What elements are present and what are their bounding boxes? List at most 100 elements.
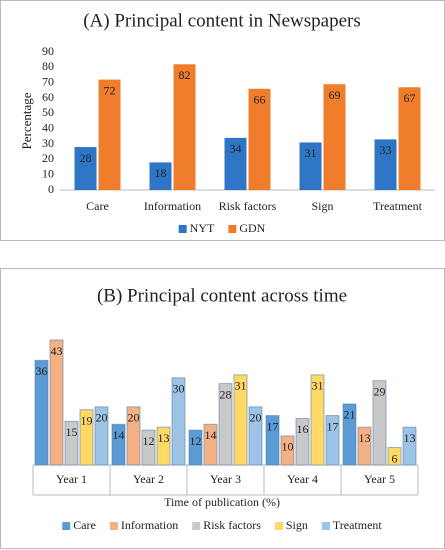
legend-swatch — [62, 522, 71, 530]
legend-swatch — [228, 225, 237, 233]
bar — [398, 87, 421, 190]
y-tick-label: 60 — [42, 90, 54, 104]
x-tick-label: Year 5 — [364, 472, 395, 486]
bar — [49, 339, 64, 466]
data-label: 69 — [329, 88, 341, 102]
data-label: 15 — [66, 425, 78, 439]
data-label: 16 — [297, 422, 309, 436]
data-label: 19 — [81, 414, 93, 428]
bar — [325, 415, 340, 466]
data-label: 66 — [254, 93, 266, 107]
data-label: 20 — [250, 411, 262, 425]
data-label: 14 — [205, 428, 217, 442]
bar — [98, 79, 121, 190]
bar — [126, 406, 141, 466]
data-label: 17 — [267, 419, 279, 433]
x-tick-label: Year 1 — [56, 472, 87, 486]
bar — [299, 142, 322, 190]
data-label: 29 — [374, 384, 386, 398]
legend-label: Care — [73, 518, 96, 532]
bar — [74, 147, 97, 190]
bar — [323, 84, 346, 190]
data-label: 6 — [392, 451, 398, 465]
bar — [372, 380, 387, 466]
bar — [402, 426, 417, 466]
y-tick-label: 0 — [48, 182, 54, 196]
bar — [248, 406, 263, 466]
bar — [265, 415, 280, 466]
data-label: 31 — [312, 379, 324, 393]
data-label: 10 — [282, 440, 294, 454]
bar — [342, 403, 357, 466]
legend-label: GDN — [239, 221, 265, 235]
x-tick-label: Risk factors — [219, 199, 277, 213]
y-tick-label: 30 — [42, 136, 54, 150]
x-tick-label: Year 2 — [133, 472, 164, 486]
chart-title: (B) Principal content across time — [97, 285, 347, 306]
data-label: 67 — [404, 91, 416, 105]
legend-label: Sign — [286, 518, 308, 532]
data-label: 14 — [113, 428, 125, 442]
bar — [156, 426, 171, 466]
data-label: 17 — [327, 419, 339, 433]
data-label: 31 — [305, 146, 317, 160]
bar — [233, 374, 248, 466]
bar — [374, 139, 397, 190]
chart-title: (A) Principal content in Newspapers — [83, 10, 361, 31]
data-label: 12 — [143, 434, 155, 448]
data-label: 20 — [96, 411, 108, 425]
bar — [218, 383, 233, 466]
bar — [188, 429, 203, 466]
bar — [248, 88, 271, 190]
bar — [141, 429, 156, 466]
y-axis-label: Percentage — [19, 92, 34, 149]
legend-label: Treatment — [333, 518, 383, 532]
bar — [173, 64, 196, 190]
data-label: 82 — [179, 68, 191, 82]
bar — [94, 406, 109, 466]
data-label: 43 — [51, 344, 63, 358]
data-label: 28 — [220, 387, 232, 401]
x-tick-label: Year 3 — [210, 472, 241, 486]
legend-swatch — [192, 522, 201, 530]
x-tick-label: Sign — [311, 199, 333, 213]
data-label: 12 — [190, 434, 202, 448]
y-tick-label: 20 — [42, 151, 54, 165]
y-tick-label: 70 — [42, 74, 54, 88]
y-tick-label: 80 — [42, 59, 54, 73]
data-label: 31 — [235, 379, 247, 393]
data-label: 36 — [36, 364, 48, 378]
bar — [387, 447, 402, 466]
legend-label: Risk factors — [203, 518, 261, 532]
legend-swatch — [321, 522, 330, 530]
legend-swatch — [274, 522, 283, 530]
data-label: 21 — [344, 408, 356, 422]
data-label: 33 — [380, 143, 392, 157]
x-tick-label: Year 4 — [287, 472, 318, 486]
x-tick-label: Information — [144, 199, 201, 213]
legend-swatch — [178, 225, 187, 233]
bar — [280, 435, 295, 466]
y-tick-label: 50 — [42, 105, 54, 119]
bar — [203, 423, 218, 466]
bar — [310, 374, 325, 466]
bar — [224, 137, 247, 190]
data-label: 28 — [80, 151, 92, 165]
data-label: 13 — [359, 431, 371, 445]
x-tick-label: Treatment — [373, 199, 423, 213]
legend-swatch — [109, 522, 118, 530]
bar — [79, 409, 94, 466]
x-axis-label: Time of publication (%) — [164, 495, 280, 509]
data-label: 13 — [158, 431, 170, 445]
data-label: 72 — [104, 83, 116, 97]
bar — [111, 423, 126, 466]
data-label: 34 — [230, 142, 242, 156]
data-label: 18 — [155, 166, 167, 180]
bar — [34, 359, 49, 466]
legend-label: Information — [121, 518, 178, 532]
y-tick-label: 90 — [42, 44, 54, 58]
x-tick-label: Care — [86, 199, 109, 213]
bar — [64, 420, 79, 466]
bar — [357, 426, 372, 466]
